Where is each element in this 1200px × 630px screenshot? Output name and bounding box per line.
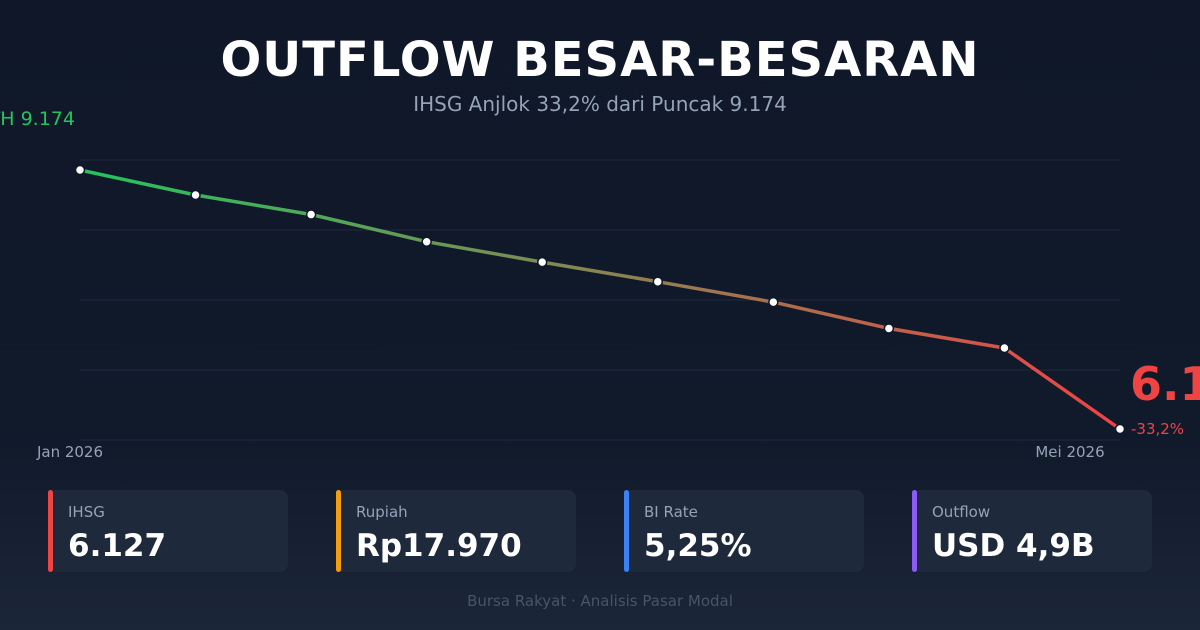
peak-label: ATH 9.174 — [0, 108, 75, 130]
card-value: 6.127 — [68, 528, 167, 564]
data-point — [190, 189, 201, 201]
data-point — [421, 236, 432, 247]
data-point — [305, 209, 317, 220]
stat-card-rupiah: Rupiah Rp17.970 — [336, 490, 576, 572]
card-value: USD 4,9B — [932, 528, 1095, 564]
data-point — [652, 276, 664, 287]
chart-title: OUTFLOW BESAR-BESARAN — [220, 32, 980, 88]
data-point — [1114, 423, 1126, 435]
end-value-label: 6.127 — [1130, 357, 1200, 411]
x-start-label: Jan 2026 — [36, 443, 103, 461]
chart-subtitle: IHSG Anjlok 33,2% dari Puncak 9.174 — [413, 92, 787, 116]
end-change-label: -33,2% — [1131, 420, 1184, 438]
data-point — [883, 323, 895, 334]
card-accent-bar — [624, 490, 629, 572]
x-end-label: Mei 2026 — [1035, 443, 1104, 461]
data-point — [74, 164, 86, 176]
card-label: BI Rate — [644, 503, 698, 521]
stat-card-ihsg: IHSG 6.127 — [48, 490, 288, 572]
stat-card-bi-rate: BI Rate 5,25% — [624, 490, 864, 572]
card-accent-bar — [336, 490, 341, 572]
data-point — [999, 342, 1010, 354]
card-accent-bar — [48, 490, 53, 572]
data-point — [536, 256, 548, 268]
card-label: Rupiah — [356, 503, 408, 521]
card-accent-bar — [912, 490, 917, 572]
footer-credit: Bursa Rakyat · Analisis Pasar Modal — [467, 592, 733, 610]
card-value: 5,25% — [644, 528, 752, 564]
ihsg-line-chart: ATH 9.174 6.127 -33,2% Jan 2026 Mei 2026 — [0, 108, 1200, 461]
card-label: IHSG — [68, 503, 105, 521]
ihsg-series-line — [78, 168, 1122, 431]
card-label: Outflow — [932, 503, 991, 521]
card-value: Rp17.970 — [356, 528, 522, 564]
data-point — [768, 296, 779, 308]
stat-card-outflow: Outflow USD 4,9B — [912, 490, 1152, 572]
